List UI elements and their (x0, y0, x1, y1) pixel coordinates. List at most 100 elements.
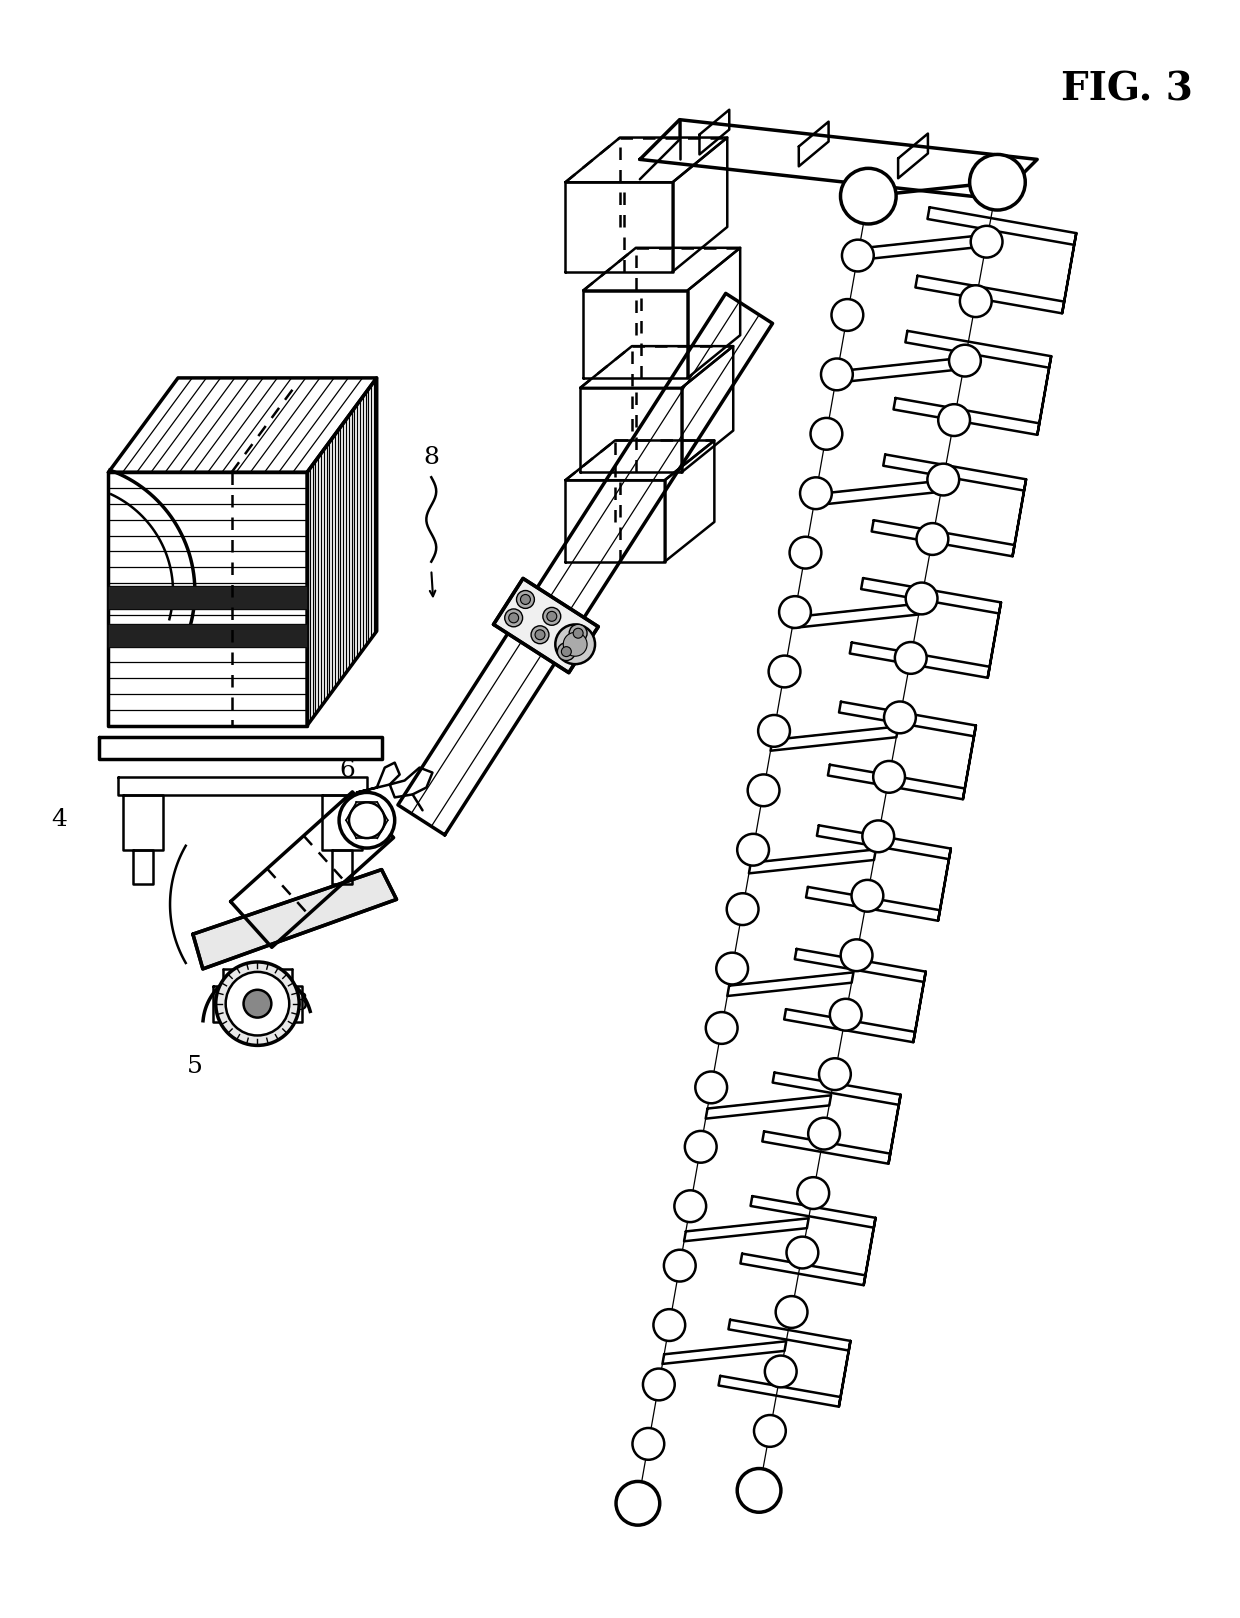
Circle shape (884, 702, 916, 733)
Polygon shape (894, 398, 1039, 435)
Polygon shape (750, 1196, 875, 1228)
Text: 3: 3 (293, 992, 308, 1014)
Circle shape (569, 625, 587, 642)
Circle shape (841, 168, 897, 223)
Polygon shape (813, 481, 944, 505)
Circle shape (905, 582, 937, 615)
Polygon shape (662, 1341, 786, 1364)
Circle shape (754, 1416, 786, 1446)
Circle shape (622, 1487, 653, 1519)
Polygon shape (836, 358, 966, 383)
Circle shape (862, 820, 894, 853)
Circle shape (743, 1474, 775, 1506)
Polygon shape (773, 1073, 900, 1105)
Circle shape (841, 940, 873, 971)
Circle shape (748, 775, 780, 806)
Polygon shape (718, 1375, 841, 1406)
Polygon shape (963, 725, 976, 799)
Polygon shape (784, 1010, 915, 1042)
Polygon shape (640, 120, 1037, 199)
Polygon shape (792, 604, 920, 628)
Polygon shape (839, 702, 976, 736)
Circle shape (769, 655, 800, 688)
Polygon shape (684, 1218, 808, 1241)
Circle shape (811, 417, 842, 450)
Polygon shape (1063, 233, 1076, 314)
Circle shape (939, 404, 970, 435)
Polygon shape (905, 330, 1052, 367)
Circle shape (928, 464, 960, 495)
Circle shape (758, 715, 790, 748)
Text: 8: 8 (423, 447, 439, 469)
Polygon shape (849, 642, 990, 678)
Polygon shape (939, 848, 951, 921)
Circle shape (663, 1249, 696, 1281)
Text: 6: 6 (339, 759, 355, 781)
Circle shape (616, 1482, 660, 1526)
Polygon shape (494, 578, 598, 673)
Circle shape (226, 972, 289, 1036)
Circle shape (800, 477, 832, 510)
Circle shape (960, 285, 992, 317)
Circle shape (243, 990, 272, 1018)
Circle shape (675, 1191, 706, 1222)
Polygon shape (770, 726, 898, 751)
Circle shape (765, 1356, 796, 1387)
Circle shape (949, 345, 981, 377)
Circle shape (534, 629, 544, 639)
Polygon shape (883, 455, 1025, 490)
Circle shape (508, 613, 518, 623)
Polygon shape (839, 1341, 851, 1406)
Polygon shape (861, 578, 1001, 613)
Polygon shape (872, 521, 1014, 557)
Circle shape (808, 1118, 839, 1149)
Polygon shape (749, 849, 875, 874)
Polygon shape (795, 948, 926, 982)
Polygon shape (806, 887, 940, 921)
Circle shape (738, 1469, 781, 1513)
Circle shape (517, 591, 534, 608)
Polygon shape (706, 1095, 831, 1118)
Circle shape (779, 595, 811, 628)
Circle shape (563, 633, 587, 657)
Circle shape (852, 180, 884, 212)
Circle shape (895, 642, 926, 673)
Circle shape (706, 1013, 738, 1044)
Circle shape (348, 803, 384, 838)
Circle shape (916, 523, 949, 555)
Circle shape (339, 793, 394, 848)
Polygon shape (108, 625, 308, 647)
Circle shape (727, 893, 759, 925)
Polygon shape (213, 985, 303, 1021)
Text: 5: 5 (187, 1055, 203, 1078)
Circle shape (786, 1236, 818, 1269)
Circle shape (573, 628, 583, 637)
Circle shape (543, 607, 560, 625)
Circle shape (970, 154, 1025, 210)
Polygon shape (108, 586, 308, 608)
Circle shape (653, 1309, 686, 1341)
Circle shape (216, 963, 299, 1045)
Circle shape (505, 608, 522, 626)
Circle shape (971, 227, 1002, 257)
Polygon shape (1038, 356, 1052, 435)
Circle shape (632, 1429, 665, 1459)
Circle shape (873, 760, 905, 793)
Circle shape (982, 167, 1013, 197)
Polygon shape (193, 869, 397, 969)
Circle shape (738, 833, 769, 866)
Polygon shape (857, 235, 988, 260)
Circle shape (684, 1131, 717, 1163)
Circle shape (818, 1058, 851, 1091)
Polygon shape (763, 1131, 890, 1163)
Polygon shape (988, 602, 1001, 678)
Text: FIG. 3: FIG. 3 (1060, 71, 1193, 108)
Polygon shape (915, 275, 1064, 314)
Circle shape (830, 998, 862, 1031)
Polygon shape (928, 207, 1076, 244)
Circle shape (521, 594, 531, 605)
Circle shape (556, 625, 595, 663)
Polygon shape (728, 1320, 851, 1351)
Text: 4: 4 (51, 809, 67, 832)
Polygon shape (889, 1095, 900, 1163)
